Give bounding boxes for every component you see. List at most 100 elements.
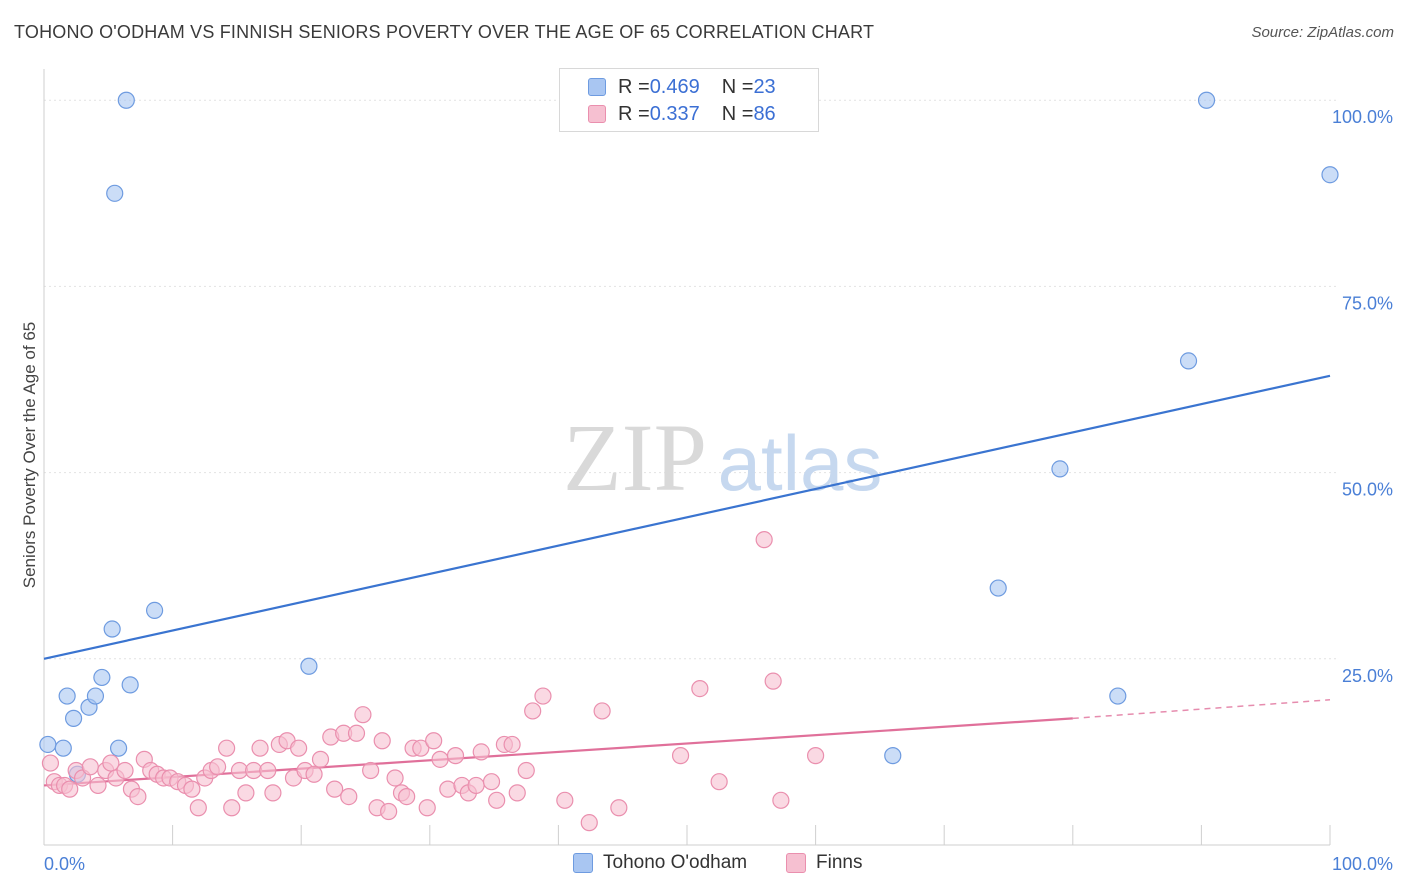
- source-credit: Source: ZipAtlas.com: [1251, 24, 1394, 41]
- legend-item-tohono: Tohono O'odham: [573, 852, 747, 874]
- point-series-1-82: [764, 672, 782, 690]
- point-series-1-26: [209, 758, 227, 776]
- point-series-0-0: [39, 735, 57, 754]
- legend-n-label: N =: [721, 75, 754, 98]
- point-series-0-10: [109, 739, 128, 757]
- legend-item-finns: Finns: [786, 852, 862, 874]
- point-series-1-66: [482, 773, 501, 791]
- legend-label-finns: Finns: [816, 852, 863, 873]
- legend-n-label: N =: [721, 102, 754, 125]
- data-points: [39, 91, 1339, 832]
- point-series-1-60: [439, 780, 457, 798]
- point-series-0-9: [106, 184, 124, 202]
- point-series-1-74: [556, 791, 574, 809]
- x-tick-label-0: 0.0%: [44, 854, 85, 874]
- point-series-0-12: [121, 676, 139, 694]
- y-tick-label-0: 25.0%: [1342, 666, 1393, 686]
- point-series-0-1: [54, 739, 72, 757]
- legend-swatch-tohono: [573, 853, 593, 873]
- watermark-atlas: atlas: [718, 419, 883, 507]
- legend-r-label: R =: [618, 102, 650, 125]
- point-series-1-51: [380, 802, 398, 821]
- point-series-1-50: [373, 732, 391, 750]
- point-series-0-18: [1109, 687, 1127, 705]
- point-series-1-59: [431, 750, 449, 768]
- point-series-0-14: [300, 657, 318, 675]
- tick-labels: 25.0% 50.0% 75.0% 100.0% 0.0% 100.0%: [44, 107, 1393, 874]
- legend-n-value: 86: [753, 102, 776, 125]
- trendline-series-0: [43, 374, 1331, 660]
- point-series-0-19: [1179, 352, 1198, 370]
- y-tick-label-1: 50.0%: [1342, 480, 1393, 500]
- point-series-0-16: [989, 579, 1007, 597]
- point-series-0-21: [1321, 166, 1339, 184]
- point-series-1-81: [755, 531, 773, 549]
- point-series-0-8: [103, 620, 121, 638]
- x-tick-label-1: 100.0%: [1332, 854, 1393, 874]
- point-series-1-38: [290, 739, 308, 757]
- legend-row-finns: R = 0.337 N = 86: [588, 102, 776, 126]
- gridlines: [44, 99, 1336, 660]
- point-series-1-84: [806, 747, 825, 765]
- point-series-1-56: [412, 739, 430, 757]
- watermark-zip: ZIP: [563, 404, 707, 511]
- point-series-1-27: [218, 739, 236, 757]
- trendline-extension-series-1: [1072, 699, 1331, 720]
- legend-row-tohono: R = 0.469 N = 23: [588, 75, 776, 99]
- point-series-0-17: [1051, 460, 1069, 478]
- point-series-1-67: [488, 791, 506, 809]
- point-series-1-22: [183, 780, 201, 798]
- point-series-1-75: [580, 814, 598, 832]
- point-series-1-52: [386, 769, 404, 787]
- legend-label-tohono: Tohono O'odham: [603, 852, 748, 873]
- point-series-0-2: [58, 687, 76, 705]
- point-series-1-40: [305, 765, 323, 783]
- point-series-1-76: [593, 702, 611, 720]
- point-series-1-64: [467, 776, 485, 795]
- point-series-1-45: [340, 787, 358, 806]
- legend-r-label: R =: [618, 75, 650, 98]
- legend-swatch-finns: [786, 853, 806, 873]
- point-series-1-0: [41, 754, 60, 772]
- y-tick-label-3: 100.0%: [1332, 107, 1393, 127]
- point-series-1-23: [189, 799, 207, 817]
- point-series-1-61: [446, 747, 465, 765]
- point-series-1-10: [102, 754, 120, 772]
- point-series-0-15: [884, 747, 902, 765]
- legend-swatch-tohono: [588, 78, 606, 96]
- point-series-1-80: [710, 773, 728, 791]
- point-series-1-70: [508, 784, 526, 802]
- point-series-0-20: [1197, 91, 1216, 109]
- y-tick-label-2: 75.0%: [1342, 293, 1393, 313]
- point-series-1-57: [418, 799, 436, 817]
- point-series-1-12: [116, 761, 134, 780]
- point-series-1-14: [129, 787, 147, 806]
- legend-n-value: 23: [753, 75, 776, 98]
- point-series-1-43: [326, 780, 344, 798]
- point-series-1-41: [311, 750, 330, 768]
- point-series-1-69: [503, 735, 521, 754]
- point-series-1-65: [472, 743, 490, 761]
- point-series-1-78: [671, 747, 690, 765]
- point-series-1-71: [517, 761, 535, 780]
- y-axis-label: Seniors Poverty Over the Age of 65: [20, 321, 39, 589]
- point-series-0-3: [64, 709, 83, 727]
- chart-title: TOHONO O'ODHAM VS FINNISH SENIORS POVERT…: [14, 22, 875, 42]
- point-series-1-48: [362, 761, 380, 780]
- point-series-1-79: [691, 679, 709, 698]
- point-series-1-7: [81, 758, 99, 776]
- stats-legend: R = 0.469 N = 23 R = 0.337 N = 86: [559, 68, 819, 132]
- point-series-1-47: [354, 706, 372, 724]
- point-series-0-13: [145, 601, 164, 620]
- point-series-1-58: [425, 732, 443, 750]
- point-series-1-32: [251, 739, 269, 757]
- point-series-1-28: [223, 799, 241, 817]
- point-series-1-77: [610, 799, 628, 817]
- point-series-1-73: [534, 687, 552, 705]
- legend-swatch-finns: [588, 105, 606, 123]
- legend-r-value: 0.337: [649, 102, 700, 125]
- point-series-1-8: [89, 776, 107, 795]
- point-series-0-7: [93, 668, 111, 687]
- point-series-0-11: [117, 91, 135, 109]
